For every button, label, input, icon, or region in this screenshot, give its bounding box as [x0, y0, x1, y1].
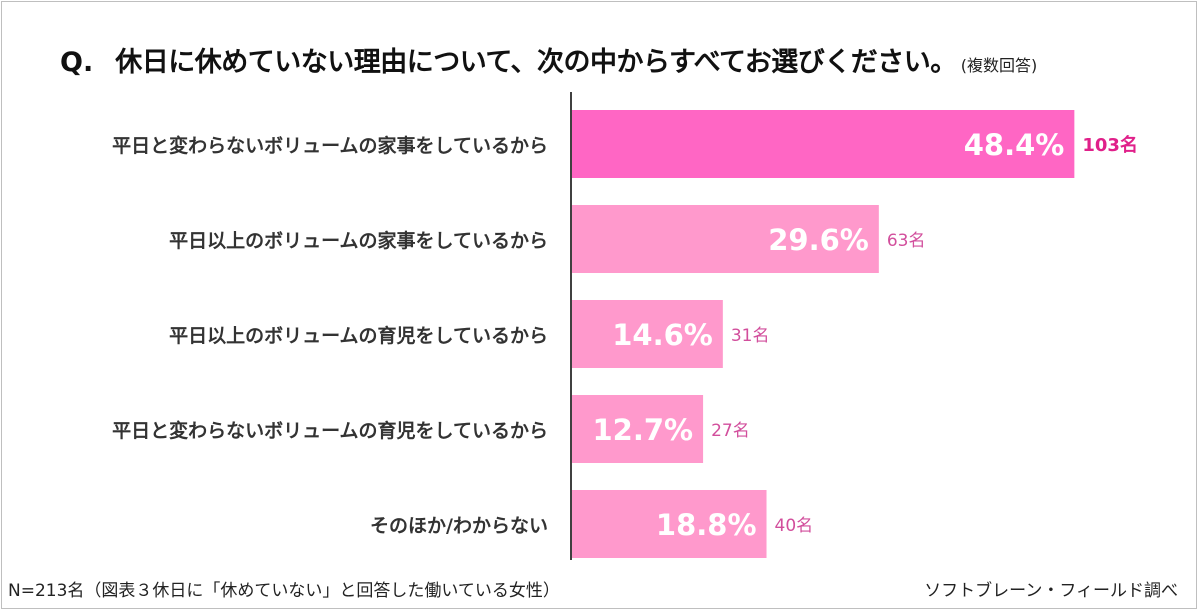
count-label: 27名: [711, 421, 750, 441]
percent-label: 18.8%: [656, 508, 757, 542]
category-label: 平日以上のボリュームの育児をしているから: [169, 324, 548, 347]
percent-label: 48.4%: [964, 128, 1065, 162]
question-text: 休日に休めていない理由について、次の中からすべてお選びください。: [115, 47, 957, 78]
sample-note: N=213名（図表３休日に「休めていない」と回答した働いている女性）: [8, 581, 560, 601]
count-label: 63名: [887, 231, 926, 251]
percent-label: 12.7%: [592, 413, 693, 447]
bar: [571, 110, 1075, 178]
percent-label: 29.6%: [768, 223, 869, 257]
bar: [571, 490, 767, 558]
bar: [571, 205, 879, 273]
count-label: 103名: [1082, 134, 1138, 156]
category-label: そのほか/わからない: [370, 515, 548, 537]
count-label: 40名: [775, 516, 814, 536]
answer-type-note: (複数回答): [960, 56, 1038, 75]
category-label: 平日と変わらないボリュームの家事をしているから: [112, 134, 548, 157]
count-label: 31名: [731, 326, 770, 346]
percent-label: 14.6%: [612, 318, 713, 352]
bar: [571, 395, 704, 463]
source-note: ソフトブレーン・フィールド調べ: [924, 581, 1178, 601]
question-marker: Q.: [60, 47, 94, 78]
category-label: 平日以上のボリュームの家事をしているから: [169, 229, 548, 252]
chart-title: Q. 休日に休めていない理由について、次の中からすべてお選びください。 (複数回…: [60, 40, 1037, 86]
category-label: 平日と変わらないボリュームの育児をしているから: [112, 419, 548, 442]
bar: [571, 300, 723, 368]
